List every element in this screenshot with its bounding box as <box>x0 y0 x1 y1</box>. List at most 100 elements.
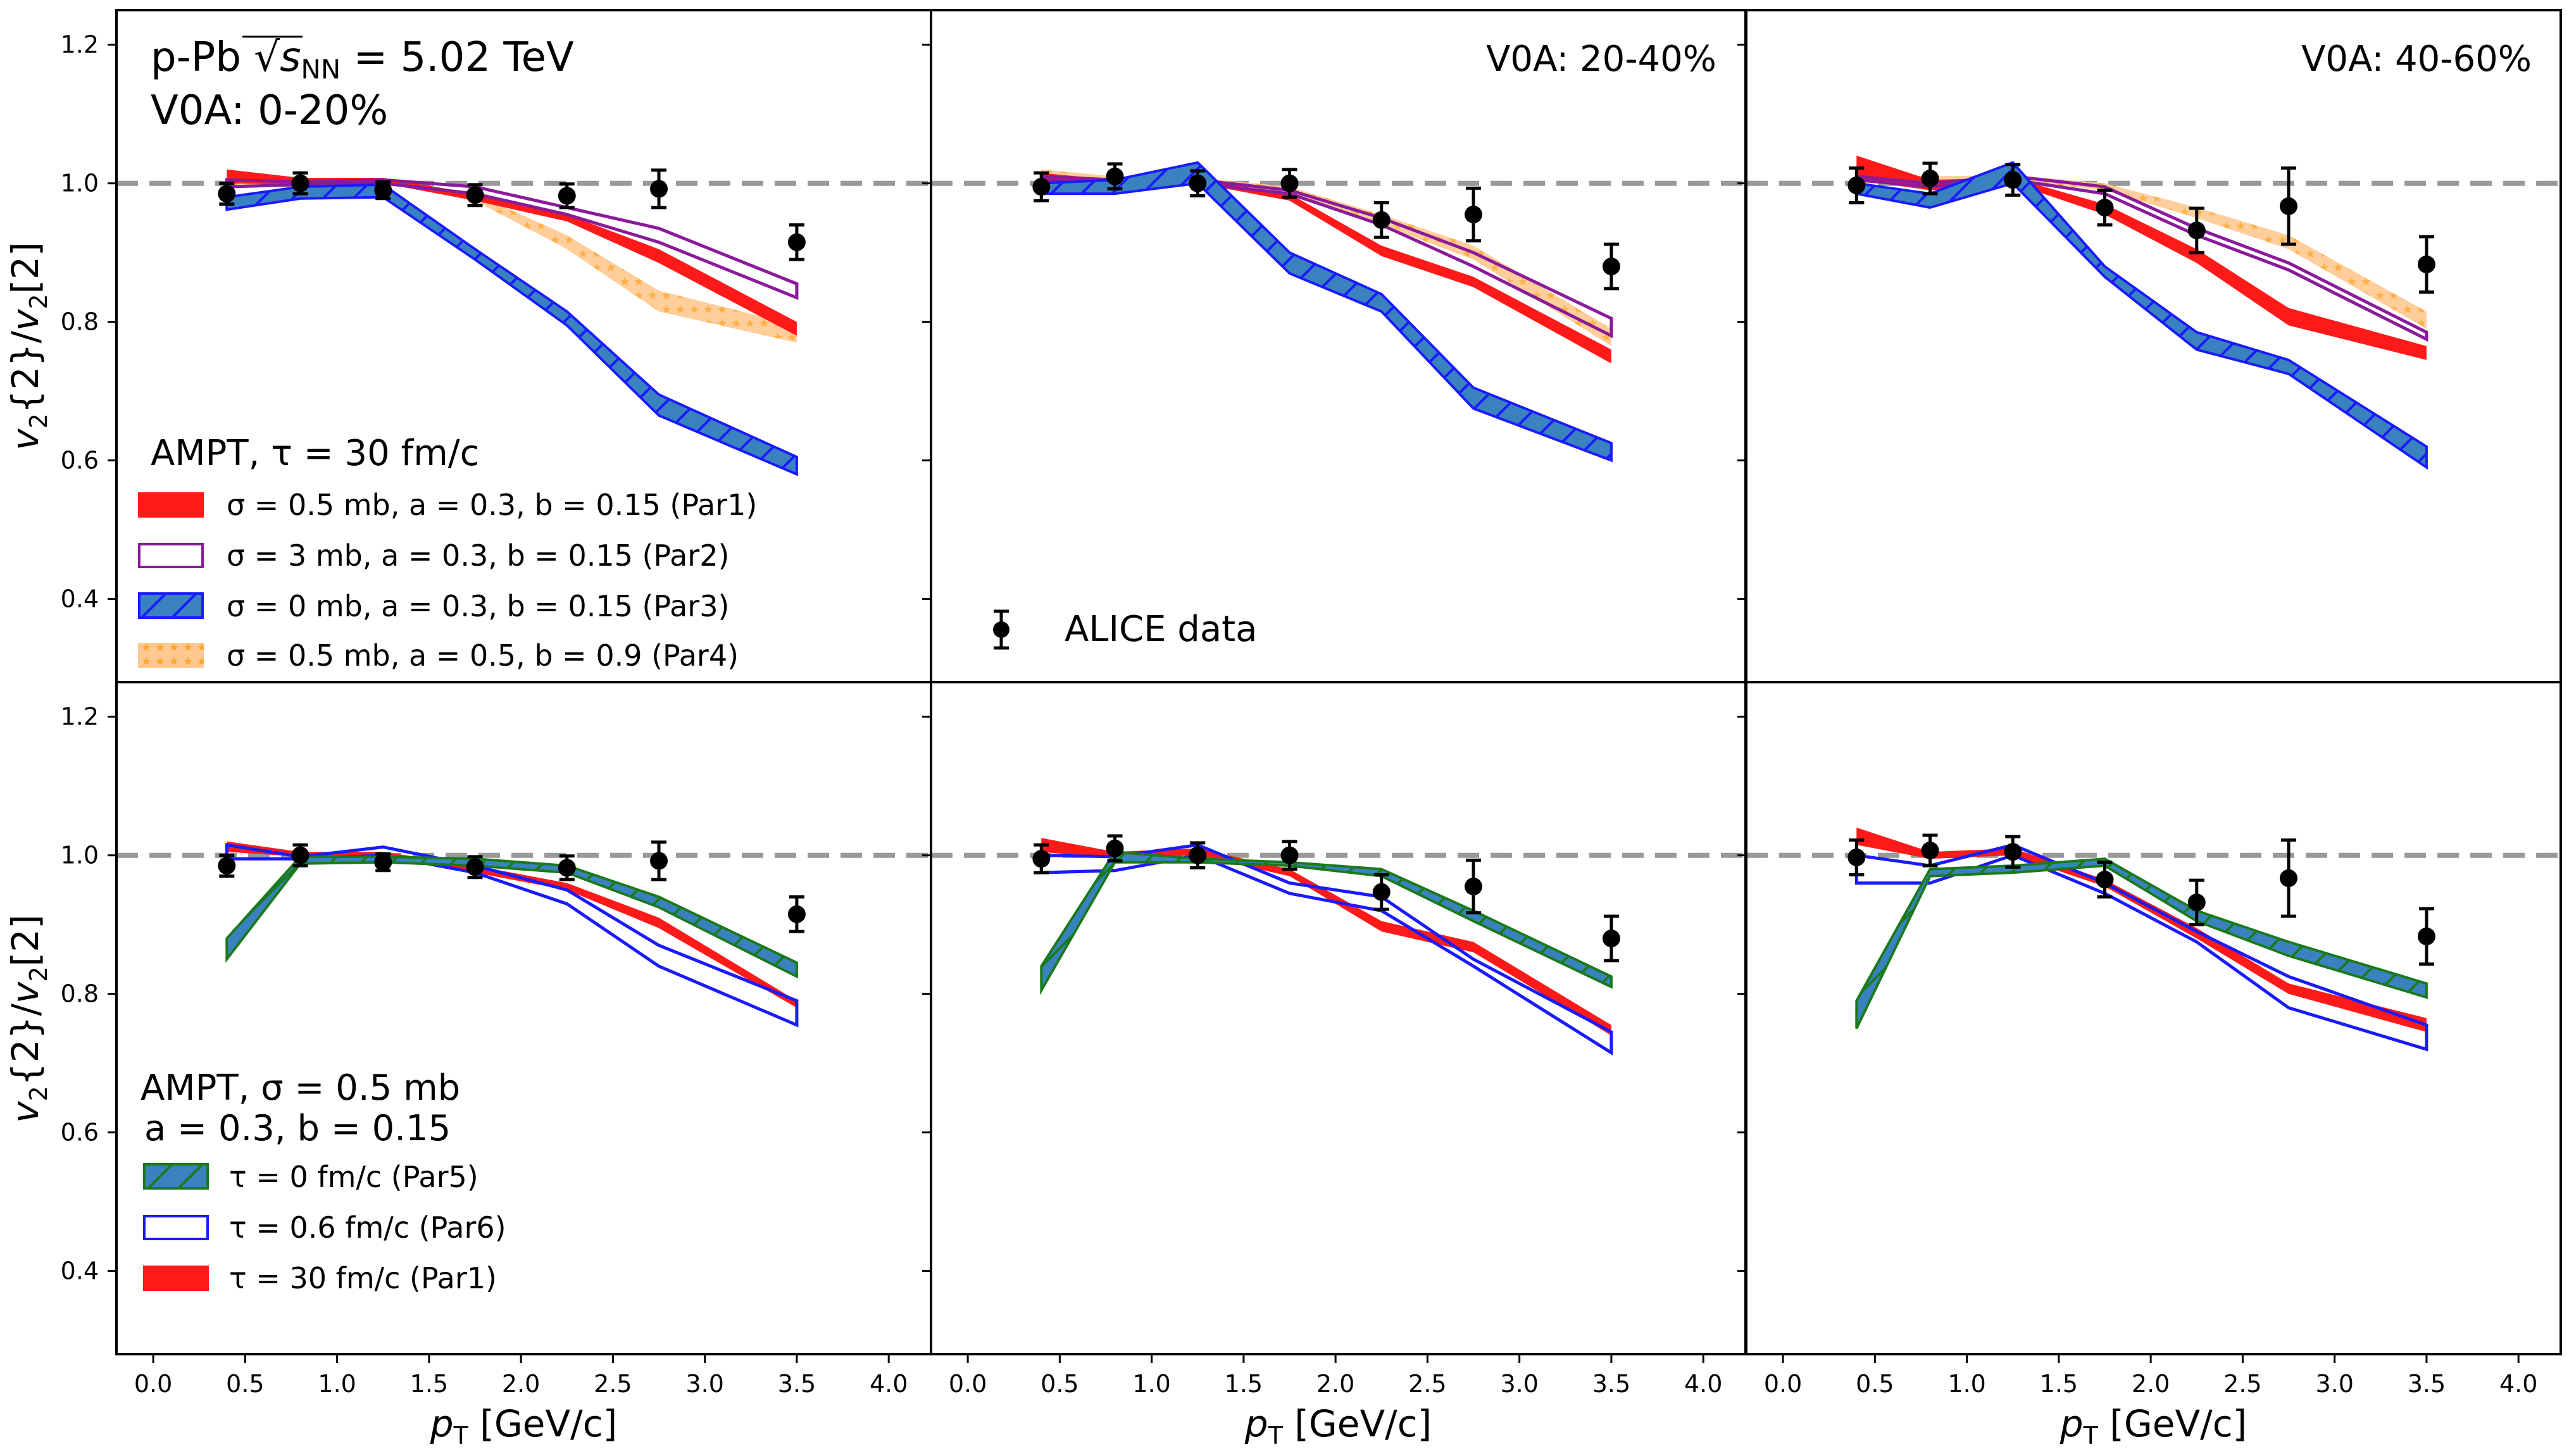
data-point <box>374 181 392 199</box>
band-par6 <box>1039 843 1613 1056</box>
data-point <box>2187 221 2206 240</box>
legend-marker <box>993 621 1009 638</box>
data-point <box>1465 877 1483 895</box>
band-par3 <box>1040 161 1613 463</box>
data-point <box>466 858 484 876</box>
data-point <box>1189 174 1207 192</box>
legend-label-par5: τ = 0 fm/c (Par5) <box>229 1160 478 1194</box>
data-point <box>2417 255 2435 273</box>
data-point <box>1372 883 1391 901</box>
data-point <box>1847 848 1866 866</box>
legend-label-par1: σ = 0.5 mb, a = 0.3, b = 0.15 (Par1) <box>227 488 757 522</box>
data-point <box>1921 170 1939 188</box>
data-point <box>1189 846 1207 864</box>
x-tick-label: 1.0 <box>1132 1370 1170 1398</box>
data-point <box>1106 839 1124 857</box>
x-tick-label: 1.5 <box>2040 1370 2078 1398</box>
y-tick-label: 0.4 <box>61 585 99 613</box>
band-par1 <box>1856 155 2427 360</box>
x-tick-label: 3.5 <box>1592 1370 1630 1398</box>
x-tick-label: 3.0 <box>2315 1370 2353 1398</box>
data-point <box>558 187 576 205</box>
panel-r1-c2: 0.0 0.5 1.0 1.5 2.0 2.5 3.0 3.5 4.0 <box>1737 681 2562 1398</box>
data-point <box>466 186 484 204</box>
legend-label-par3: σ = 0 mb, a = 0.3, b = 0.15 (Par3) <box>227 589 729 623</box>
x-tick-label: 0.5 <box>1041 1370 1078 1398</box>
data-point <box>218 185 236 203</box>
y-tick-label: 0.8 <box>61 308 99 336</box>
panel-r0-c2 <box>1737 9 2562 683</box>
y-axis-label-text: v2{2}/v2[2] <box>4 914 53 1123</box>
x-tick-label: 0.0 <box>1764 1370 1802 1398</box>
legend-top-title: AMPT, τ = 30 fm/c <box>151 433 479 474</box>
panel-plot-area <box>1746 155 2561 470</box>
centrality-label-1: V0A: 20-40% <box>1486 39 1716 80</box>
band-par2 <box>225 178 799 301</box>
band-par3 <box>1855 161 2428 470</box>
x-tick-label: 2.0 <box>1316 1370 1354 1398</box>
data-point <box>2187 893 2206 912</box>
legend-label-par4: σ = 0.5 mb, a = 0.5, b = 0.9 (Par4) <box>227 638 739 673</box>
data-point <box>787 905 806 923</box>
x-tick-label: 0.5 <box>226 1370 264 1398</box>
band-par4 <box>1041 169 1611 346</box>
legend-swatch-par1-bottom <box>143 1266 209 1291</box>
panel-frame <box>1745 9 2562 683</box>
data-point <box>1106 167 1124 185</box>
panel-r0-c1 <box>922 9 1747 683</box>
x-tick-label: 2.0 <box>502 1370 540 1398</box>
panel-r1-c1: 0.0 0.5 1.0 1.5 2.0 2.5 3.0 3.5 4.0 <box>922 681 1747 1398</box>
centrality-label-0: V0A: 0-20% <box>151 87 388 134</box>
x-tick-label: 1.0 <box>1947 1370 1985 1398</box>
band-par5 <box>225 855 798 979</box>
panel-frame <box>930 9 1747 683</box>
x-tick-label: 1.5 <box>410 1370 448 1398</box>
legend-data-label: ALICE data <box>1065 609 1257 650</box>
legend-bottom-title-1: AMPT, σ = 0.5 mb <box>141 1067 460 1109</box>
centrality-label-2: V0A: 40-60% <box>2301 39 2532 80</box>
x-tick-label: 2.0 <box>2132 1370 2170 1398</box>
data-point <box>2096 871 2114 889</box>
y-tick-label: 1.0 <box>61 170 99 197</box>
band-par1 <box>1856 827 2427 1032</box>
y-axis-label-text: v2{2}/v2[2] <box>4 242 53 450</box>
y-tick-label: 0.8 <box>61 980 99 1008</box>
data-point <box>291 174 309 192</box>
x-tick-label: 4.0 <box>870 1370 908 1398</box>
x-tick-label: 0.0 <box>134 1370 172 1398</box>
data-point <box>1847 176 1866 194</box>
panel-plot-area <box>931 161 1746 463</box>
data-point <box>650 852 668 870</box>
x-tick-label: 1.5 <box>1225 1370 1263 1398</box>
legend-label-par2: σ = 3 mb, a = 0.3, b = 0.15 (Par2) <box>227 538 729 573</box>
panel-plot-area <box>116 840 931 1028</box>
legend-bottom: AMPT, σ = 0.5 mb a = 0.3, b = 0.15 τ = 0… <box>141 1067 506 1295</box>
panel-plot-area <box>931 834 1746 1056</box>
x-tick-label: 2.5 <box>2223 1370 2261 1398</box>
data-point <box>1602 930 1620 948</box>
y-tick-label: 1.0 <box>61 842 99 869</box>
legend-swatch-par1 <box>138 492 204 518</box>
legend-label-par6: τ = 0.6 fm/c (Par6) <box>229 1210 506 1245</box>
data-point <box>558 859 576 877</box>
band-par5 <box>1855 857 2428 1030</box>
data-point <box>650 180 668 198</box>
x-tick-label: 3.0 <box>685 1370 723 1398</box>
panels-layer: 0.4 0.6 0.8 1.0 1.2 0.4 0.6 0.8 1.0 1.2 0.0 0.5 1.0 1… <box>61 9 2562 1398</box>
data-point <box>1032 850 1051 868</box>
x-tick-label: 3.5 <box>2408 1370 2446 1398</box>
panel-r1-c0: 0.4 0.6 0.8 1.0 1.2 0.0 0.5 1.0 1.5 2.0 2.5 3.0 3.5 4… <box>61 681 932 1398</box>
data-point <box>374 853 392 871</box>
data-point <box>1372 211 1391 229</box>
data-point <box>2280 869 2298 887</box>
x-tick-label: 2.5 <box>594 1370 632 1398</box>
y-tick-label: 1.2 <box>61 703 99 731</box>
panel-frame <box>930 681 1747 1355</box>
data-point <box>1921 842 1939 860</box>
data-point <box>2280 197 2298 215</box>
y-axis-label-top: v2{2}/v2[2] <box>4 242 53 450</box>
data-point <box>1032 178 1051 196</box>
legend-data: ALICE data <box>993 609 1257 650</box>
panel-plot-area <box>116 168 931 476</box>
